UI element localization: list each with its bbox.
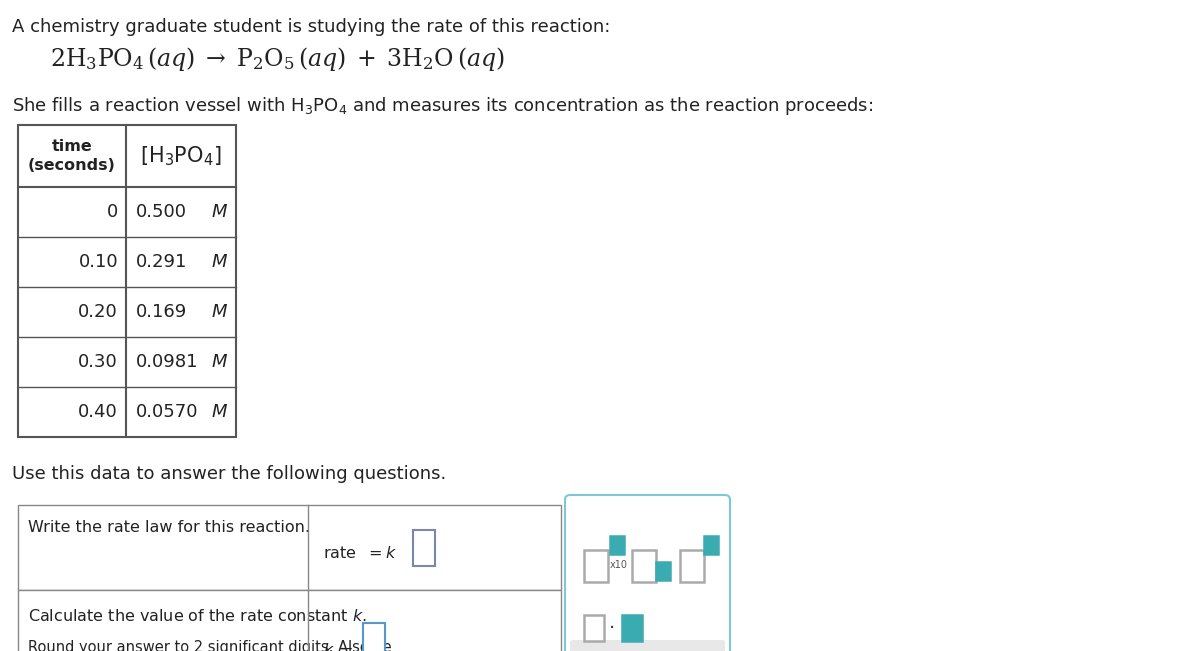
Text: 0.0570: 0.0570 (136, 403, 198, 421)
FancyBboxPatch shape (680, 550, 704, 582)
Text: $2\mathrm{H_3PO_4}$$\,(aq)$$\;\rightarrow\;$$\mathrm{P_2O_5}$$\,(aq)$$\;+\;3\mat: $2\mathrm{H_3PO_4}$$\,(aq)$$\;\rightarro… (50, 45, 505, 73)
Text: $M$: $M$ (211, 253, 228, 271)
FancyBboxPatch shape (565, 495, 730, 651)
Text: 0.30: 0.30 (78, 353, 118, 371)
FancyBboxPatch shape (18, 590, 562, 651)
FancyBboxPatch shape (704, 536, 718, 554)
Text: Round your answer to 2 significant digits. Also be: Round your answer to 2 significant digit… (28, 640, 391, 651)
FancyBboxPatch shape (364, 623, 385, 651)
Text: Write the rate law for this reaction.: Write the rate law for this reaction. (28, 520, 310, 535)
FancyBboxPatch shape (18, 125, 236, 437)
Text: $\left[\mathrm{H_3PO_4}\right]$: $\left[\mathrm{H_3PO_4}\right]$ (140, 145, 222, 168)
Text: 0.500: 0.500 (136, 203, 187, 221)
Text: Use this data to answer the following questions.: Use this data to answer the following qu… (12, 465, 446, 483)
Text: ·: · (608, 618, 616, 637)
FancyBboxPatch shape (584, 615, 604, 641)
Text: 0.291: 0.291 (136, 253, 187, 271)
Text: time
(seconds): time (seconds) (28, 139, 116, 173)
Text: $M$: $M$ (211, 203, 228, 221)
Text: $M$: $M$ (211, 303, 228, 321)
Text: She fills a reaction vessel with $\mathrm{H_3PO_4}$ and measures its concentrati: She fills a reaction vessel with $\mathr… (12, 95, 874, 117)
Text: x10: x10 (610, 560, 628, 570)
FancyBboxPatch shape (632, 550, 656, 582)
Text: $M$: $M$ (211, 353, 228, 371)
Text: 0.20: 0.20 (78, 303, 118, 321)
FancyBboxPatch shape (610, 536, 624, 554)
FancyBboxPatch shape (413, 529, 436, 566)
FancyBboxPatch shape (622, 615, 642, 641)
Text: 0.169: 0.169 (136, 303, 187, 321)
Text: Calculate the value of the rate constant $k.$: Calculate the value of the rate constant… (28, 608, 367, 624)
Text: $k\;=$: $k\;=$ (323, 642, 354, 651)
Text: rate  $= k$: rate $= k$ (323, 544, 397, 561)
FancyBboxPatch shape (584, 550, 608, 582)
Text: 0.40: 0.40 (78, 403, 118, 421)
FancyBboxPatch shape (570, 640, 725, 651)
Text: A chemistry graduate student is studying the rate of this reaction:: A chemistry graduate student is studying… (12, 18, 611, 36)
Text: $M$: $M$ (211, 403, 228, 421)
Text: 0: 0 (107, 203, 118, 221)
FancyBboxPatch shape (18, 505, 562, 590)
Text: 0.10: 0.10 (78, 253, 118, 271)
FancyBboxPatch shape (656, 562, 670, 580)
Text: 0.0981: 0.0981 (136, 353, 198, 371)
